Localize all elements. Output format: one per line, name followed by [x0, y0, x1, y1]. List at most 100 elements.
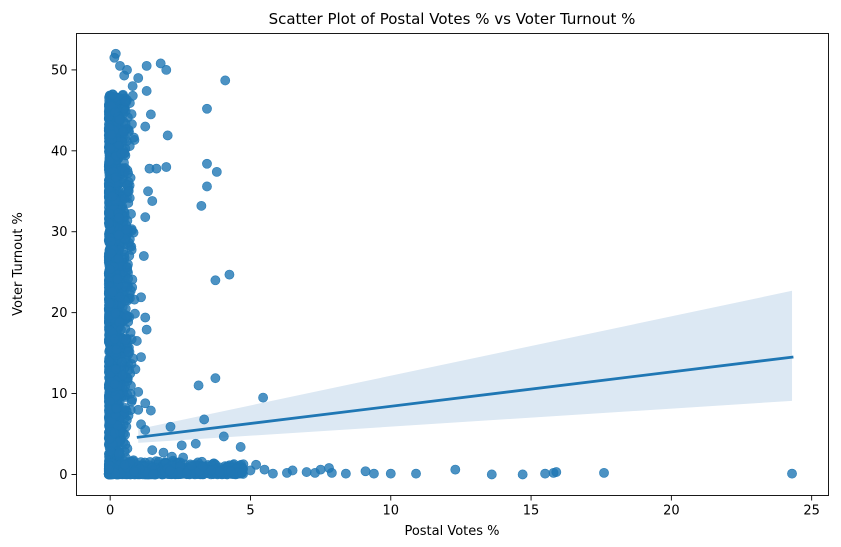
data-point — [106, 236, 116, 247]
x-tick-label: 25 — [803, 504, 820, 519]
data-point — [141, 60, 152, 71]
data-point — [176, 440, 187, 451]
data-point — [103, 218, 114, 228]
data-point — [138, 251, 149, 261]
data-point — [224, 269, 235, 280]
x-tick-label: 20 — [663, 504, 680, 519]
data-point — [186, 460, 197, 471]
data-point — [124, 141, 135, 151]
data-point — [105, 264, 115, 275]
data-point — [110, 308, 121, 319]
data-point — [202, 103, 212, 114]
data-point — [202, 181, 212, 192]
data-point — [107, 287, 118, 297]
data-point — [148, 469, 158, 479]
data-point — [141, 86, 152, 96]
regression-line — [136, 355, 794, 439]
y-tick-label: 30 — [51, 225, 68, 240]
data-point — [111, 344, 122, 355]
data-point — [140, 121, 151, 132]
data-point — [158, 447, 169, 458]
data-point — [301, 467, 312, 477]
data-point — [106, 248, 117, 259]
x-tick-label: 15 — [523, 504, 540, 519]
data-point — [113, 253, 124, 264]
data-point — [147, 196, 158, 206]
x-tick-label: 5 — [246, 504, 254, 519]
data-point — [165, 421, 176, 432]
data-point — [126, 241, 137, 252]
data-point — [128, 132, 139, 143]
x-tick-label: 0 — [106, 504, 114, 519]
y-axis-ticks: 0 10 20 30 40 50 — [51, 63, 77, 483]
data-point — [119, 459, 130, 470]
data-point — [287, 465, 298, 476]
data-point — [110, 107, 120, 118]
data-point — [161, 65, 172, 75]
data-point — [181, 468, 192, 478]
data-point — [109, 379, 120, 390]
y-tick-label: 10 — [51, 387, 68, 402]
y-tick-label: 40 — [51, 144, 68, 159]
data-point — [360, 466, 371, 477]
data-point — [145, 405, 156, 416]
data-point — [259, 464, 270, 475]
data-point — [120, 96, 131, 107]
data-point — [268, 468, 278, 479]
data-point — [214, 467, 225, 477]
data-point — [411, 468, 421, 479]
data-point — [107, 191, 118, 202]
data-point — [123, 347, 134, 357]
data-point — [369, 468, 379, 479]
x-axis-label: Postal Votes % — [404, 524, 499, 539]
data-point — [340, 468, 351, 479]
data-point — [136, 352, 146, 363]
x-axis-ticks: 0 5 10 15 20 25 — [106, 495, 820, 519]
data-point — [110, 172, 121, 183]
data-point — [116, 324, 126, 335]
data-point — [145, 109, 156, 120]
data-point — [123, 186, 134, 196]
data-point — [119, 70, 130, 81]
data-point — [164, 465, 175, 476]
data-point — [385, 468, 396, 479]
data-point — [129, 466, 139, 477]
data-point — [119, 148, 130, 159]
y-tick-label: 0 — [59, 468, 67, 483]
data-point — [106, 129, 117, 140]
data-point — [196, 200, 207, 211]
data-point — [178, 452, 189, 463]
data-point — [218, 431, 229, 442]
data-point — [120, 106, 131, 116]
data-point — [111, 403, 122, 414]
data-point — [450, 464, 461, 475]
data-point — [147, 445, 158, 456]
regression-line-layer — [136, 355, 794, 439]
data-point — [121, 335, 131, 346]
data-point — [155, 58, 166, 69]
data-point — [326, 467, 337, 478]
data-point — [104, 298, 115, 309]
confidence-band — [138, 290, 793, 443]
data-point — [133, 387, 144, 397]
plot-frame — [76, 33, 829, 496]
data-point — [136, 419, 146, 430]
data-point — [235, 442, 246, 452]
data-point — [110, 364, 121, 375]
points-layer — [103, 48, 797, 480]
data-point — [258, 392, 268, 403]
data-point — [140, 212, 151, 223]
data-point — [210, 275, 221, 286]
y-axis-label: Voter Turnout % — [11, 212, 26, 316]
data-point — [599, 467, 609, 478]
data-point — [104, 208, 115, 219]
data-point — [113, 212, 124, 223]
data-point — [237, 467, 247, 478]
data-point — [133, 404, 144, 415]
data-point — [117, 370, 128, 381]
data-point — [107, 89, 118, 100]
data-point — [117, 356, 127, 367]
data-point — [114, 114, 125, 125]
y-tick-label: 20 — [51, 306, 68, 321]
data-point — [130, 364, 141, 375]
